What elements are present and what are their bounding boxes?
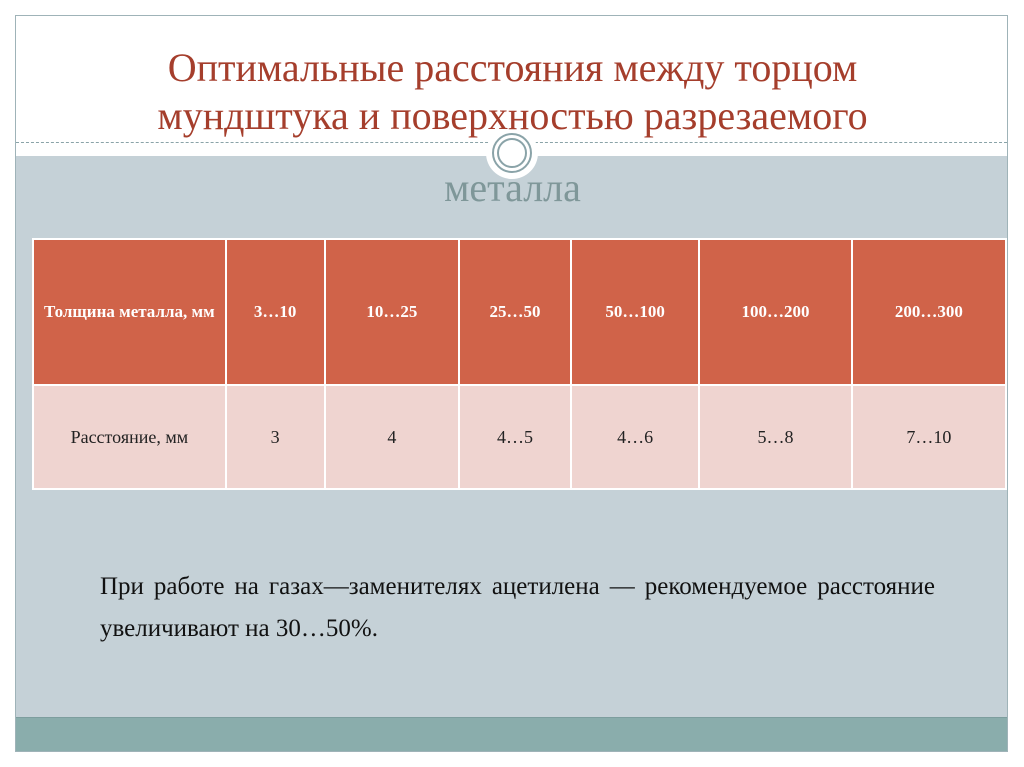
table-cell: 7…10	[850, 384, 1007, 490]
header-cell: 100…200	[698, 238, 853, 386]
row-label-cell: Расстояние, мм	[32, 384, 227, 490]
table-cell: 4…6	[569, 384, 701, 490]
footer-band	[16, 717, 1007, 751]
title-line-2: мундштука и поверхностью разрезаемого	[157, 93, 868, 138]
header-cell-label: Толщина металла, мм	[32, 238, 227, 386]
title-line-3: металла	[444, 165, 581, 210]
header-cell: 200…300	[850, 238, 1007, 386]
ornament-inner-ring	[497, 138, 527, 168]
slide-frame: Оптимальные расстояния между торцом мунд…	[15, 15, 1008, 752]
header-cell: 3…10	[224, 238, 326, 386]
header-cell: 10…25	[323, 238, 461, 386]
circle-ornament-icon	[486, 127, 538, 179]
distance-table: Толщина металла, мм 3…10 10…25 25…50 50……	[32, 238, 1007, 490]
header-cell: 50…100	[569, 238, 701, 386]
ornament-outer-ring	[492, 133, 532, 173]
title-line-1: Оптимальные расстояния между торцом	[167, 45, 858, 90]
slide-title: Оптимальные расстояния между торцом мунд…	[16, 44, 1007, 140]
table-header-row: Толщина металла, мм 3…10 10…25 25…50 50……	[32, 238, 1007, 386]
table-cell: 3	[224, 384, 326, 490]
table-row: Расстояние, мм 3 4 4…5 4…6 5…8 7…10	[32, 384, 1007, 490]
table-cell: 4…5	[458, 384, 572, 490]
table-cell: 5…8	[698, 384, 853, 490]
table-cell: 4	[323, 384, 461, 490]
note-paragraph: При работе на газах—заменителях ацетилен…	[100, 573, 935, 642]
header-cell: 25…50	[458, 238, 572, 386]
